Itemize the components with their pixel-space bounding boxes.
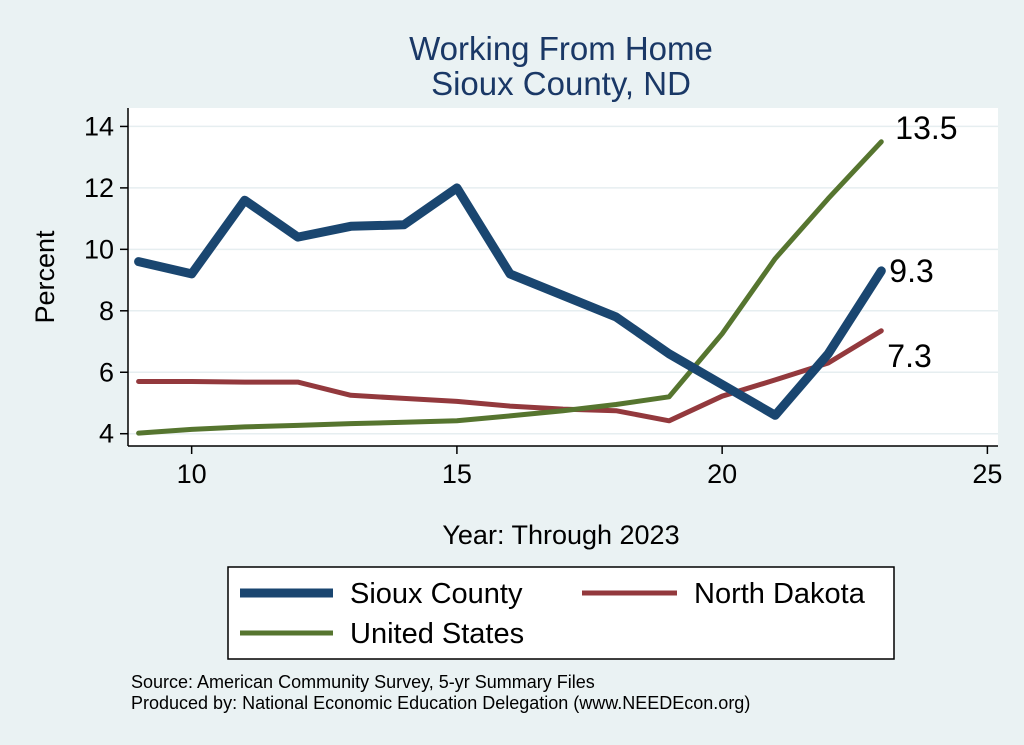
chart-title-line-2: Sioux County, ND (431, 65, 691, 102)
end-label-sioux-county: 9.3 (889, 253, 933, 289)
x-tick-label: 25 (972, 459, 1002, 489)
y-axis-title: Percent (30, 230, 60, 324)
legend-box (227, 566, 895, 660)
x-tick-label: 15 (442, 459, 472, 489)
chart-title-line-1: Working From Home (409, 30, 713, 67)
y-tick-label: 8 (99, 296, 114, 326)
end-label-north-dakota: 7.3 (887, 338, 931, 374)
plot-area (128, 108, 998, 446)
legend-label-north-dakota: North Dakota (694, 578, 866, 610)
y-tick-label: 10 (84, 234, 114, 264)
end-labels: 9.3 7.3 13.5 (887, 110, 957, 374)
grid-lines (128, 125, 998, 435)
series-line-sioux-county (134, 183, 886, 420)
end-label-united-states: 13.5 (895, 110, 957, 146)
x-axis-title: Year: Through 2023 (442, 520, 679, 550)
axes: 4 6 8 10 12 14 10 15 20 25 (84, 108, 1002, 489)
series-line-north-dakota (136, 328, 884, 424)
y-tick-label: 4 (99, 419, 114, 449)
x-tick-label: 20 (707, 459, 737, 489)
x-tick-label: 10 (177, 459, 207, 489)
produced-by-note: Produced by: National Economic Education… (131, 693, 750, 713)
y-tick-label: 14 (84, 111, 114, 141)
legend: Sioux County North Dakota United States (240, 578, 866, 650)
legend-label-sioux-county: Sioux County (350, 578, 523, 610)
source-note: Source: American Community Survey, 5-yr … (131, 672, 595, 692)
series-lines (134, 139, 886, 436)
y-tick-label: 12 (84, 173, 114, 203)
legend-label-united-states: United States (350, 618, 524, 650)
series-line-united-states (136, 139, 884, 436)
y-tick-label: 6 (99, 357, 114, 387)
